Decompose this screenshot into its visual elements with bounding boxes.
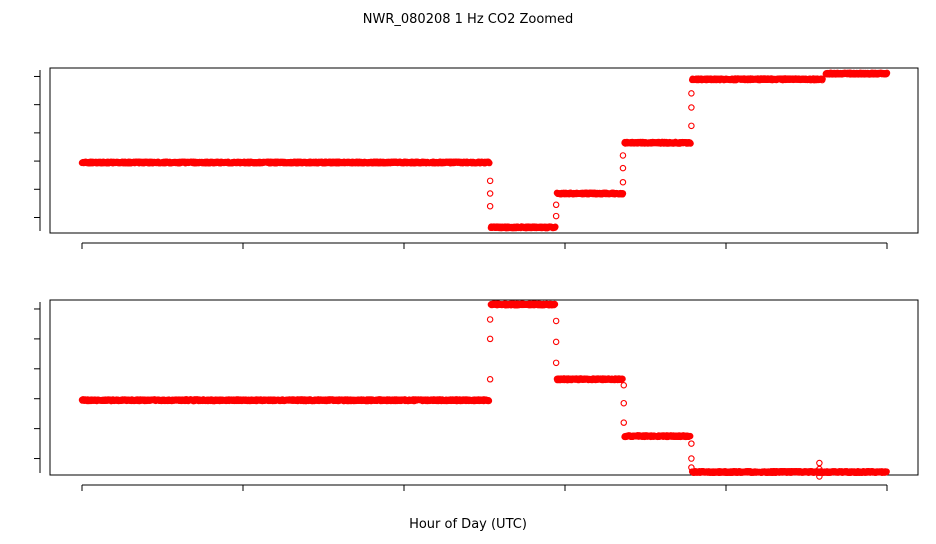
data-point — [816, 459, 823, 467]
data-point — [552, 201, 560, 209]
data-segment — [487, 300, 559, 309]
data-point — [485, 397, 493, 405]
data-point — [620, 382, 628, 389]
data-point — [486, 190, 494, 197]
data-point — [486, 376, 494, 383]
am-panel — [34, 67, 919, 249]
data-point — [486, 202, 494, 210]
data-point — [688, 455, 695, 462]
data-point — [816, 473, 823, 480]
data-segment — [487, 223, 559, 232]
data-point — [486, 159, 493, 167]
data-point — [552, 359, 560, 367]
data-point — [619, 190, 627, 197]
data-point — [688, 104, 695, 111]
data-segment — [688, 75, 826, 84]
data-segment — [822, 69, 891, 78]
data-point — [552, 317, 560, 325]
data-point — [688, 464, 695, 471]
data-point — [552, 212, 560, 220]
data-point — [551, 301, 559, 308]
data-segment — [621, 432, 694, 441]
data-point — [486, 316, 494, 323]
data-point — [620, 419, 628, 426]
data-point — [686, 432, 694, 440]
data-point — [552, 338, 560, 346]
data-segment — [621, 138, 694, 147]
pm-panel — [34, 299, 919, 491]
data-point — [619, 375, 626, 383]
data-point — [687, 140, 694, 147]
data-point — [819, 75, 826, 83]
data-point — [883, 69, 891, 77]
data-point — [688, 90, 695, 97]
data-point — [688, 122, 695, 130]
data-segment — [688, 467, 890, 477]
data-segment — [553, 375, 626, 384]
data-series — [78, 300, 890, 480]
data-point — [619, 152, 627, 159]
plot-frame — [49, 67, 919, 234]
data-point — [619, 164, 627, 172]
data-point — [486, 335, 494, 343]
data-point — [552, 223, 559, 231]
data-point — [883, 468, 890, 475]
data-point — [620, 399, 628, 407]
plot-frame — [49, 299, 919, 476]
data-segment — [78, 396, 493, 405]
data-point — [688, 440, 695, 447]
data-segment — [78, 158, 493, 167]
figure-title: NWR_080208 1 Hz CO2 Zoomed — [363, 12, 573, 27]
data-point — [816, 465, 823, 473]
data-point — [486, 177, 494, 185]
data-series — [78, 69, 891, 232]
data-segment — [553, 189, 627, 198]
data-point — [619, 178, 627, 186]
x-axis-label: Hour of Day (UTC) — [409, 517, 527, 532]
